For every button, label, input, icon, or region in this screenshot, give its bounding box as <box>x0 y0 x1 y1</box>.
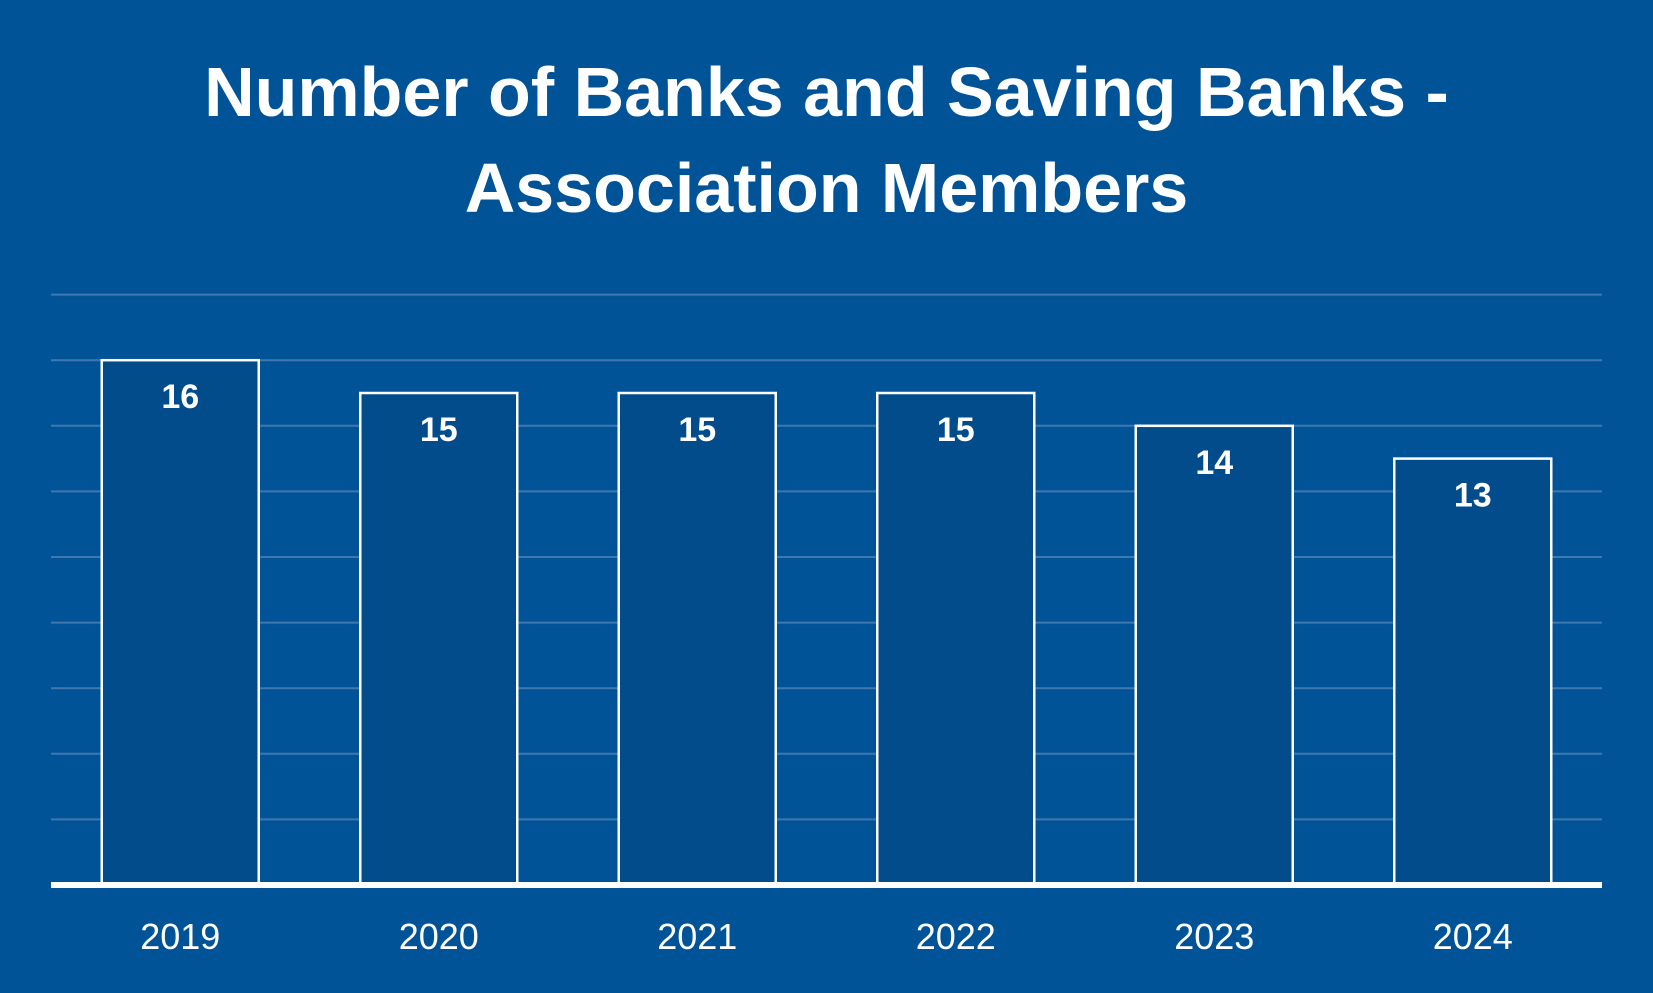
bar-value-label: 15 <box>678 411 716 449</box>
bar-value-label: 13 <box>1454 477 1492 515</box>
x-tick-label: 2022 <box>916 916 996 957</box>
bar-value-label: 16 <box>161 378 199 416</box>
x-tick-label: 2021 <box>657 916 737 957</box>
bar-2020 <box>359 391 519 887</box>
gridlines <box>51 293 1602 821</box>
bar-value-label: 14 <box>1195 444 1233 482</box>
bar-2021 <box>617 391 777 887</box>
chart-title-line-1: Number of Banks and Saving Banks - <box>204 53 1449 131</box>
x-axis: 2019 2020 2021 2022 2023 2024 <box>51 882 1602 957</box>
bar-2024 <box>1393 457 1553 887</box>
x-tick-label: 2023 <box>1174 916 1254 957</box>
bar-2019 <box>100 358 260 887</box>
x-tick-label: 2024 <box>1433 916 1513 957</box>
bars: 16 15 15 15 14 13 <box>100 358 1553 887</box>
bar-2022 <box>876 391 1036 887</box>
chart-title-line-2: Association Members <box>464 149 1189 227</box>
x-tick-label: 2020 <box>399 916 479 957</box>
x-tick-label: 2019 <box>140 916 220 957</box>
chart-title: Number of Banks and Saving Banks - Assoc… <box>0 44 1653 236</box>
bar-value-label: 15 <box>937 411 975 449</box>
bar-value-label: 15 <box>420 411 458 449</box>
bar-2023 <box>1134 424 1294 887</box>
